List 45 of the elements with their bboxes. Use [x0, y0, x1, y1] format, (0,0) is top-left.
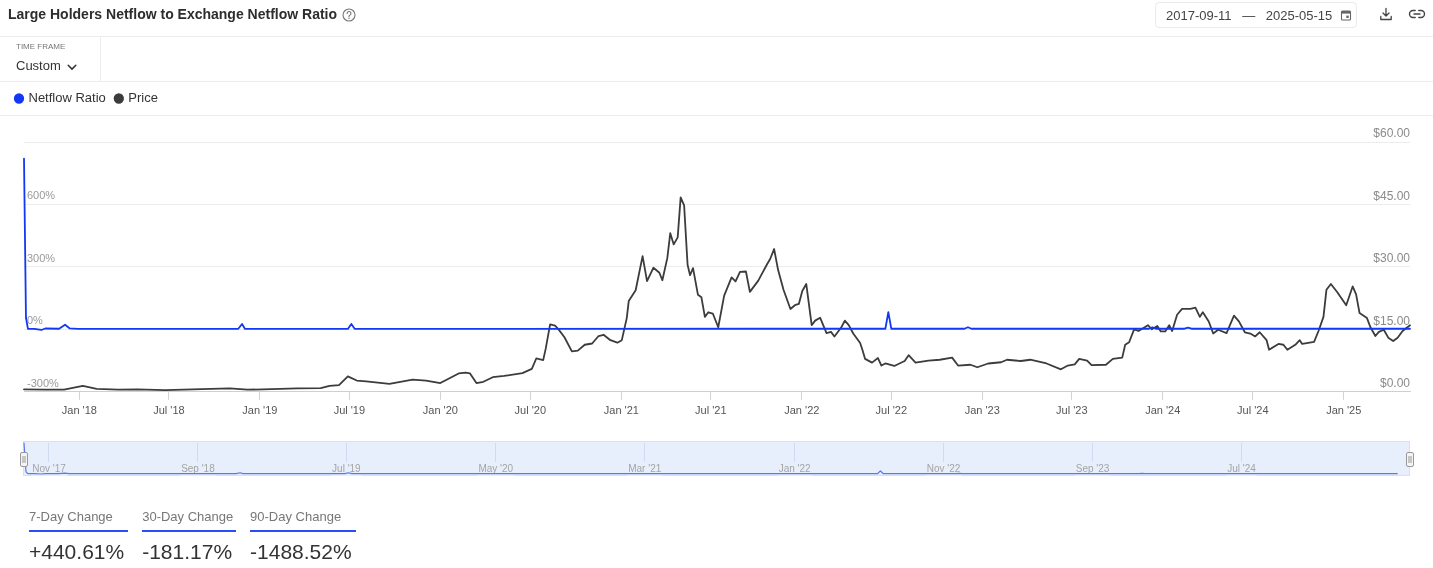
- x-tick-label: Jan '19: [242, 404, 278, 417]
- legend-label: Price: [128, 90, 158, 106]
- y2-tick-label: $30.00: [1373, 251, 1411, 266]
- y2-tick-label: $0.00: [1379, 376, 1411, 391]
- y-tick-label: -300%: [27, 376, 60, 389]
- x-tick-label: Jan '22: [784, 404, 820, 417]
- x-tick-label: Jul '24: [1237, 404, 1269, 417]
- text: Custom: [16, 58, 61, 73]
- y-tick-label: 300%: [27, 251, 56, 264]
- x-tick-label: Jan '23: [964, 404, 1000, 417]
- legend-label: Netflow Ratio: [28, 90, 106, 106]
- x-tick-label: Jul '21: [695, 404, 727, 417]
- x-tick-label: Jul '23: [1056, 404, 1088, 417]
- y2-tick-label: $60.00: [1373, 126, 1411, 141]
- x-tick-label: Jan '20: [422, 404, 458, 417]
- x-tick-label: Jan '24: [1145, 404, 1181, 417]
- x-tick-label: Jan '22: [778, 462, 812, 474]
- chart-title: Large Holders Netflow to Exchange Netflow Ratio: [8, 6, 338, 23]
- text: -1488.52%: [250, 540, 353, 564]
- text: 90-Day Change: [250, 509, 356, 532]
- y2-tick-label: $45.00: [1373, 188, 1411, 203]
- x-tick-label: Jul '19: [332, 462, 362, 474]
- x-tick-label: Jan '18: [61, 404, 97, 417]
- text: TIME FRAME: [16, 42, 66, 51]
- text: +440.61%: [29, 540, 126, 564]
- x-tick-label: Nov '22: [926, 462, 961, 474]
- y-tick-label: 600%: [27, 189, 56, 202]
- x-tick-label: Mar '21: [628, 462, 662, 474]
- text: 7-Day Change: [29, 509, 129, 532]
- text: -181.17%: [142, 540, 234, 564]
- text: 2017-09-11 — 2025-05-15: [1166, 8, 1333, 23]
- x-tick-label: Jul '24: [1227, 462, 1257, 474]
- x-tick-label: Jan '21: [603, 404, 639, 417]
- x-tick-label: Jul '22: [875, 404, 908, 417]
- x-tick-label: Jul '20: [514, 404, 547, 417]
- x-tick-label: Jan '25: [1326, 404, 1362, 417]
- x-tick-label: Sep '23: [1075, 462, 1110, 474]
- x-tick-label: Sep '18: [181, 462, 216, 474]
- x-tick-label: Nov '17: [32, 462, 67, 474]
- x-tick-label: May '20: [478, 462, 514, 474]
- x-tick-label: Jul '19: [333, 404, 366, 417]
- x-tick-label: Jul '18: [153, 404, 185, 417]
- text: 30-Day Change: [142, 509, 237, 532]
- y-tick-label: 0%: [27, 314, 44, 327]
- y2-tick-label: $15.00: [1373, 313, 1411, 328]
